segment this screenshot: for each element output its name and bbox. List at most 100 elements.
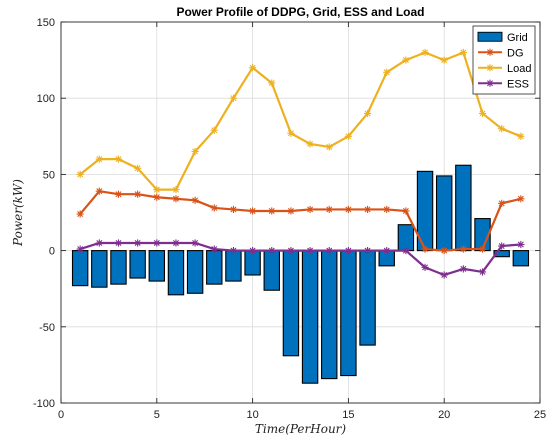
point-load xyxy=(459,48,467,57)
y-tick-label: 0 xyxy=(49,246,55,258)
y-axis-label: Power(kW) xyxy=(11,179,25,247)
bar-grid xyxy=(148,250,166,282)
bar-grid xyxy=(340,250,357,377)
point-ess xyxy=(517,240,525,249)
point-ess xyxy=(114,239,123,247)
bar-grid xyxy=(129,250,146,279)
x-tick-label: 0 xyxy=(58,409,64,421)
x-tick-label: 20 xyxy=(438,409,450,421)
point-load xyxy=(172,186,180,194)
point-dg xyxy=(383,205,391,214)
point-load xyxy=(306,140,314,148)
bar-grid xyxy=(435,175,453,252)
x-tick-label: 10 xyxy=(246,409,258,421)
bar-grid xyxy=(110,250,127,285)
point-ess xyxy=(363,247,372,255)
point-dg xyxy=(478,245,487,253)
line-series-load xyxy=(76,48,525,194)
point-load xyxy=(402,56,410,64)
legend-label-grid: Grid xyxy=(507,32,528,44)
bar-grid xyxy=(263,250,280,291)
point-dg xyxy=(76,210,84,218)
bar-grid xyxy=(282,250,300,357)
point-ess xyxy=(134,239,142,247)
point-dg xyxy=(210,204,218,212)
point-load xyxy=(191,147,199,156)
line-series-dg xyxy=(76,187,525,255)
bar-grid xyxy=(455,164,472,252)
chart-title: Power Profile of DDPG, Grid, ESS and Loa… xyxy=(176,5,424,19)
legend: Grid DG Load ESS xyxy=(472,25,536,95)
point-ess xyxy=(440,271,448,279)
point-load xyxy=(114,155,123,163)
point-load xyxy=(325,143,333,151)
bar-series xyxy=(71,164,530,384)
point-load xyxy=(383,68,391,76)
point-load xyxy=(344,132,352,140)
point-load xyxy=(95,155,103,163)
point-ess xyxy=(421,263,429,271)
point-ess xyxy=(344,247,352,255)
point-ess xyxy=(191,239,199,247)
bar-grid xyxy=(321,250,338,380)
point-ess xyxy=(498,242,506,250)
point-dg xyxy=(134,190,142,198)
axes-box xyxy=(60,21,541,404)
point-load xyxy=(363,109,372,118)
legend-swatch-grid xyxy=(477,31,503,42)
point-ess xyxy=(287,247,295,255)
bar-grid xyxy=(167,250,185,296)
point-load xyxy=(498,125,506,133)
legend-label-load: Load xyxy=(507,63,531,75)
y-tick-label: -100 xyxy=(33,398,55,410)
ticks: 0 5 10 15 20 25 -100 -50 0 50 100 150 xyxy=(33,17,546,421)
point-dg xyxy=(402,207,410,215)
point-dg xyxy=(325,205,333,214)
bar-grid xyxy=(71,250,89,287)
legend-label-dg: DG xyxy=(507,47,524,59)
point-dg xyxy=(95,187,103,195)
bar-grid xyxy=(206,250,223,285)
x-tick-label: 15 xyxy=(342,409,354,421)
bar-grid xyxy=(397,224,415,252)
point-dg xyxy=(498,199,506,207)
y-tick-label: 150 xyxy=(37,17,55,29)
y-tick-label: -50 xyxy=(39,322,55,334)
point-load xyxy=(249,64,257,72)
point-load xyxy=(517,132,525,140)
point-load xyxy=(421,48,429,57)
bar-grid xyxy=(493,250,510,258)
point-dg xyxy=(459,245,467,253)
bar-grid xyxy=(244,250,261,276)
legend-item-grid: Grid xyxy=(477,31,528,44)
point-dg xyxy=(268,207,276,215)
point-ess xyxy=(249,247,257,255)
point-load xyxy=(287,129,295,137)
y-tick-label: 50 xyxy=(43,169,55,181)
point-dg xyxy=(363,205,372,214)
point-load xyxy=(210,126,218,134)
point-load xyxy=(229,94,238,102)
point-ess xyxy=(76,245,84,253)
point-dg xyxy=(153,193,161,201)
point-dg xyxy=(249,207,257,215)
bar-grid xyxy=(359,250,376,346)
point-ess xyxy=(383,247,391,255)
point-dg xyxy=(306,205,314,214)
point-ess xyxy=(402,247,410,255)
point-load xyxy=(153,186,161,194)
point-load xyxy=(440,56,448,64)
legend-label-ess: ESS xyxy=(507,78,529,90)
point-dg xyxy=(517,195,525,203)
point-ess xyxy=(478,268,487,276)
point-ess xyxy=(229,247,238,255)
legend-marker-load xyxy=(486,64,494,72)
point-dg xyxy=(191,196,199,204)
bar-grid xyxy=(225,250,242,282)
point-dg xyxy=(114,190,123,198)
bar-grid xyxy=(301,250,319,384)
line-series-ess xyxy=(76,239,525,279)
point-dg xyxy=(440,247,448,255)
